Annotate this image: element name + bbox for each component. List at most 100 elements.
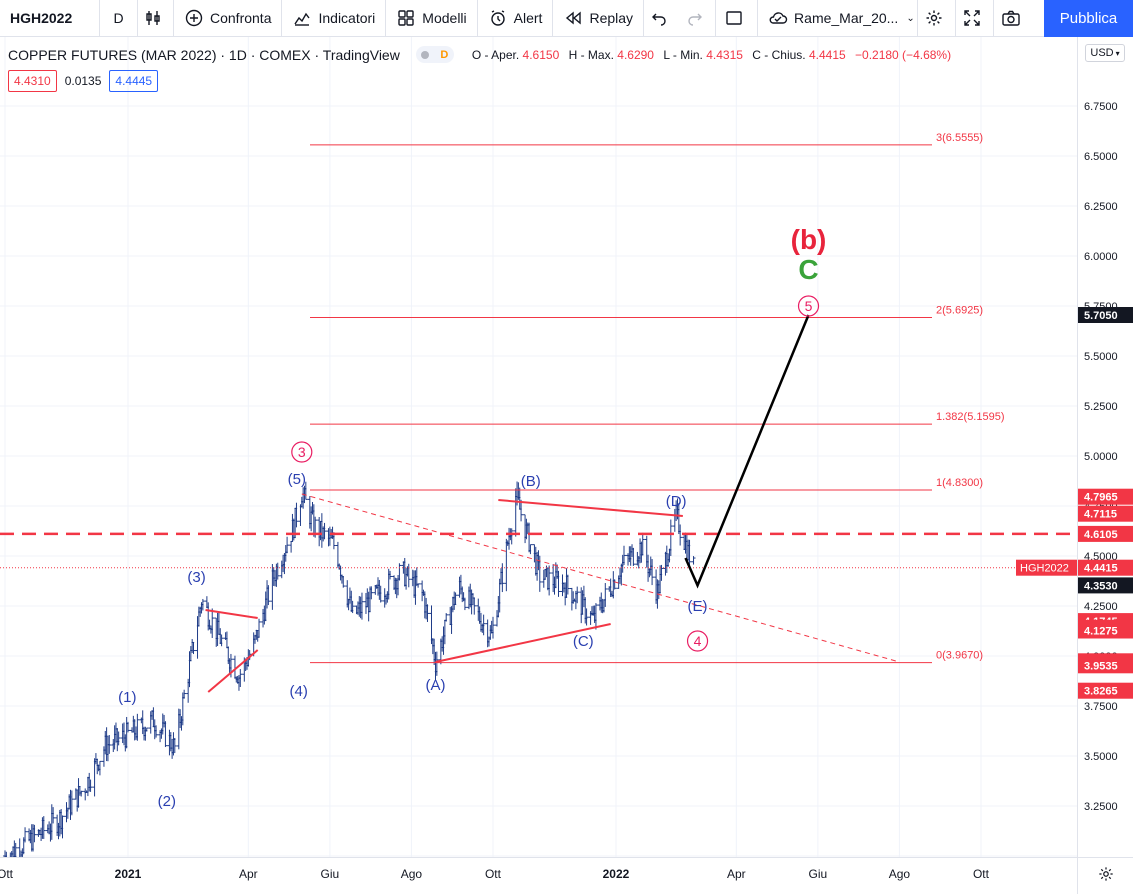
chevron-down-icon: ⌄ — [906, 12, 915, 24]
layout-name: Rame_Mar_20... — [794, 10, 899, 26]
replay-label: Replay — [589, 10, 634, 26]
top-toolbar: HGH2022 D Confronta Indicatori Modelli A… — [0, 0, 1133, 37]
wave-label: (b) — [791, 224, 827, 255]
price-badge-label: 4.7115 — [1084, 509, 1117, 521]
bid-ask-panel: 4.4310 0.0135 4.4445 — [8, 70, 159, 92]
triangle-boundary-line — [207, 649, 259, 693]
currency-label: USD — [1090, 47, 1114, 59]
camera-icon — [1001, 8, 1021, 28]
data-status-pill[interactable]: D — [415, 46, 454, 63]
fib-level-label: 1.382(5.1595) — [936, 411, 1005, 423]
settings-button[interactable] — [918, 0, 957, 37]
price-badge — [1078, 307, 1133, 323]
layout-menu-button[interactable]: Rame_Mar_20... ⌄ — [758, 0, 919, 37]
publish-button[interactable]: Pubblica — [1044, 0, 1133, 37]
alert-label: Alert — [513, 10, 543, 26]
indicators-button[interactable]: Indicatori — [282, 0, 387, 37]
wave-label: 5 — [805, 298, 813, 314]
price-badge-label: 4.1275 — [1084, 626, 1118, 638]
interval-label: D — [113, 10, 124, 26]
price-axis[interactable]: 3.25003.50003.75004.00004.25004.50004.75… — [1077, 37, 1133, 857]
time-tick-label: Ago — [401, 867, 423, 881]
fib-level-label: 1(4.8300) — [936, 477, 983, 489]
price-badge — [1078, 622, 1133, 639]
sell-price-button[interactable]: 4.4310 — [8, 70, 57, 92]
compare-label: Confronta — [210, 10, 272, 26]
change-value: −0.2180 (−4.68%) — [855, 47, 952, 62]
wave-label: (E) — [688, 598, 708, 615]
compare-button[interactable]: Confronta — [174, 0, 283, 37]
low-value: 4.4315 — [706, 47, 743, 62]
close-label: C - Chius. — [752, 47, 806, 62]
price-badge-label: 4.4415 — [1084, 563, 1118, 575]
price-tick-label: 3.7500 — [1084, 701, 1118, 713]
undo-button[interactable] — [644, 0, 680, 37]
chart-type-button[interactable] — [138, 0, 174, 37]
high-value: 4.6290 — [617, 47, 654, 62]
redo-button[interactable] — [680, 0, 717, 37]
gear-icon — [924, 8, 944, 28]
chart-settings-corner[interactable] — [1077, 857, 1133, 894]
price-badge — [1078, 505, 1133, 522]
buy-price-button[interactable]: 4.4445 — [109, 70, 159, 92]
price-badge-label: 5.7050 — [1084, 310, 1118, 322]
templates-button[interactable]: Modelli — [386, 0, 478, 37]
price-badge — [1078, 559, 1133, 576]
wave-circle-marker — [291, 441, 313, 463]
fullscreen-toggle-button[interactable] — [716, 0, 759, 37]
triangle-pattern — [205, 499, 683, 693]
ohlc-bars — [3, 481, 696, 857]
time-axis[interactable]: Ott 2021 Apr Giu Ago Ott 2022 Apr Giu Ago Ott — [0, 857, 1077, 894]
price-badge — [1078, 657, 1133, 674]
wave-projection-line — [684, 314, 810, 589]
price-tick-label: 5.5000 — [1084, 351, 1118, 363]
wave-label: (5) — [288, 471, 306, 488]
triangle-boundary-line — [435, 623, 611, 663]
interval-button[interactable]: D — [100, 0, 138, 37]
currency-selector[interactable]: USD ▾ — [1085, 44, 1125, 62]
alert-button[interactable]: Alert — [478, 0, 554, 37]
time-axis-scale: Ott 2021 Apr Giu Ago Ott 2022 Apr Giu Ago Ott — [0, 867, 990, 881]
price-tick-label: 4.2500 — [1084, 601, 1118, 613]
wave-label: (B) — [521, 473, 541, 490]
wave-label: (A) — [426, 677, 446, 694]
publish-label: Pubblica — [1059, 10, 1118, 27]
price-tick-label: 3.2500 — [1084, 801, 1118, 813]
open-value: 4.6150 — [522, 47, 560, 62]
symbol-search-button[interactable]: HGH2022 — [0, 0, 100, 37]
price-chart[interactable]: 3(6.5555) 2(5.6925) 1.382(5.1595) 1(4.8300)… — [0, 37, 1077, 857]
undo-icon — [649, 8, 669, 28]
chart-grid — [0, 37, 1077, 857]
ohlc-values: O - Aper. 4.6150 H - Max. 4.6290 L - Min… — [472, 48, 957, 62]
indicators-icon — [292, 8, 312, 28]
price-badge-label: 3.8265 — [1084, 686, 1118, 698]
wave-label: (4) — [290, 683, 308, 700]
wave-label: C — [798, 254, 818, 285]
time-tick-label: Giu — [321, 867, 340, 881]
time-tick-label: Ott — [0, 867, 14, 881]
price-badge-label: 4.3530 — [1084, 580, 1118, 592]
replay-button[interactable]: Replay — [553, 0, 645, 37]
wave-label: (C) — [573, 633, 594, 650]
fullscreen-button[interactable] — [956, 0, 995, 37]
time-tick-label: 2021 — [115, 867, 142, 881]
wave-circle-marker — [797, 295, 820, 317]
time-tick-label: 2022 — [603, 867, 630, 881]
chart-pane[interactable]: 3(6.5555) 2(5.6925) 1.382(5.1595) 1(4.8300)… — [0, 37, 1077, 857]
legend-title: COPPER FUTURES (MAR 2022) · 1D · COMEX ·… — [8, 46, 400, 63]
time-tick-label: Apr — [239, 867, 258, 881]
wave-label: (D) — [666, 493, 687, 510]
time-tick-label: Ott — [485, 867, 502, 881]
indicators-label: Indicatori — [318, 10, 376, 26]
price-tick-label: 5.2500 — [1084, 401, 1118, 413]
price-badge — [1078, 682, 1133, 699]
time-tick-label: Ago — [889, 867, 911, 881]
fib-level-label: 3(6.5555) — [936, 132, 983, 144]
price-badge-label: 4.6105 — [1084, 529, 1118, 541]
low-label: L - Min. — [663, 47, 703, 62]
delayed-badge: D — [440, 48, 449, 61]
templates-label: Modelli — [422, 10, 467, 26]
triangle-boundary-line — [205, 609, 258, 619]
gear-icon — [1098, 866, 1114, 887]
snapshot-button[interactable] — [994, 0, 1034, 37]
